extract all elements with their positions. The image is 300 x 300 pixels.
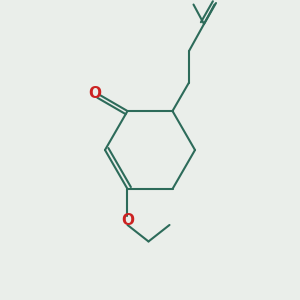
Text: O: O <box>88 85 101 100</box>
Text: O: O <box>121 213 134 228</box>
